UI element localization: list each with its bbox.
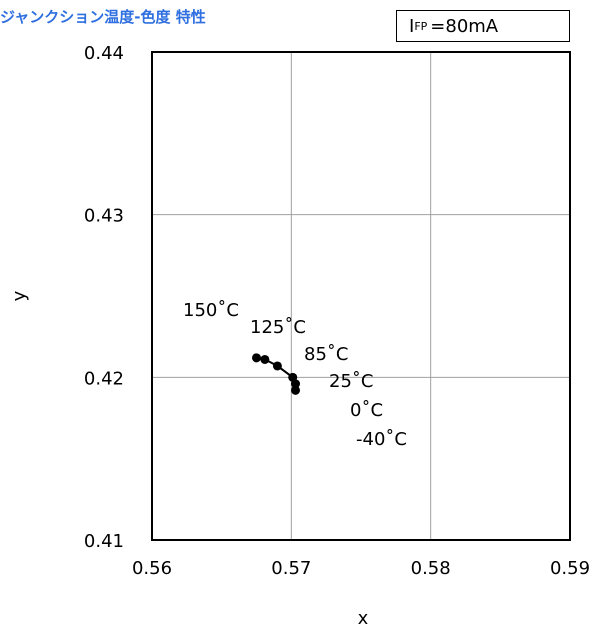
temperature-labels: 150˚C 125˚C 85˚C 25˚C 0˚C -40˚C bbox=[183, 300, 407, 450]
x-axis-label: x bbox=[358, 608, 369, 629]
x-tick-label: 0.56 bbox=[132, 558, 172, 579]
y-tick-label: 0.43 bbox=[84, 206, 124, 227]
data-point bbox=[291, 385, 301, 395]
data-point bbox=[291, 379, 301, 389]
condition-box: I FP =80mA bbox=[396, 10, 570, 42]
data-series bbox=[252, 353, 301, 395]
tick-labels: 0.56 0.57 0.58 0.59 0.41 0.42 0.43 0.44 bbox=[84, 43, 590, 579]
y-tick-label: 0.41 bbox=[84, 531, 124, 552]
data-point bbox=[260, 354, 270, 364]
temperature-label: 150˚C bbox=[183, 300, 239, 321]
condition-symbol: I bbox=[409, 15, 415, 37]
condition-value: =80mA bbox=[430, 15, 499, 37]
temperature-label: 0˚C bbox=[350, 400, 383, 421]
temperature-label: 25˚C bbox=[329, 371, 373, 392]
x-tick-label: 0.57 bbox=[271, 558, 311, 579]
x-tick-label: 0.59 bbox=[550, 558, 590, 579]
data-point bbox=[252, 353, 261, 363]
temperature-label: 125˚C bbox=[250, 317, 306, 338]
plot-frame bbox=[151, 51, 571, 541]
temperature-label: 85˚C bbox=[304, 344, 348, 365]
x-tick-label: 0.58 bbox=[411, 558, 451, 579]
chart-title: ジャンクション温度-色度 特性 bbox=[0, 8, 206, 26]
y-tick-label: 0.44 bbox=[84, 43, 124, 64]
y-tick-label: 0.42 bbox=[84, 368, 124, 389]
y-axis-label: y bbox=[9, 290, 30, 301]
condition-subscript: FP bbox=[414, 19, 428, 33]
grid-lines bbox=[152, 52, 570, 540]
data-point bbox=[272, 361, 282, 371]
temperature-label: -40˚C bbox=[356, 429, 407, 450]
